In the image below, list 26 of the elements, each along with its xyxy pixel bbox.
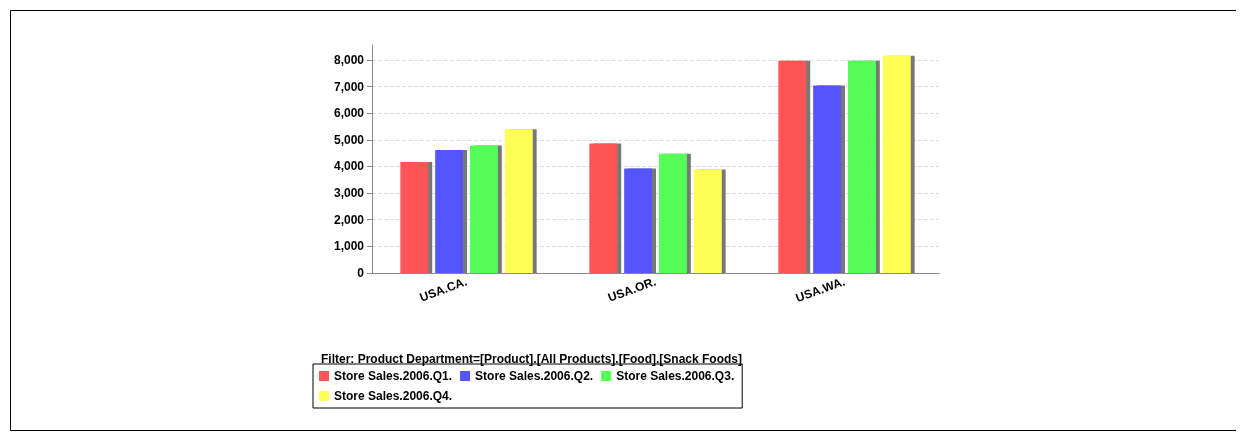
bar (778, 60, 807, 273)
bar (847, 60, 876, 273)
y-tick-label: 1,000 (333, 239, 365, 254)
y-tick-label: 5,000 (333, 132, 365, 147)
legend-label: Store Sales.2006.Q1. (334, 369, 453, 383)
legend-label: Store Sales.2006.Q4. (334, 389, 453, 403)
y-tick-label: 0 (357, 266, 365, 280)
y-tick-label: 8,000 (333, 52, 365, 67)
bar (882, 55, 911, 273)
y-tick-label: 2,000 (333, 212, 365, 227)
text: Filter: Product Department=[Product].[All Products].[Food].[Snack Foods] (321, 352, 743, 366)
bar (693, 169, 722, 273)
bar (504, 129, 533, 273)
legend-label: Store Sales.2006.Q3. (616, 369, 735, 383)
bar (624, 168, 653, 273)
bar (589, 143, 618, 273)
bar (400, 161, 429, 273)
legend-label: Store Sales.2006.Q2. (475, 369, 594, 383)
y-tick-label: 7,000 (333, 79, 365, 94)
bar (813, 85, 842, 273)
y-tick-label: 6,000 (333, 106, 365, 121)
bar (469, 145, 498, 273)
y-tick-label: 3,000 (333, 186, 365, 201)
bar (658, 153, 687, 273)
bar (435, 149, 464, 273)
y-tick-label: 4,000 (333, 159, 365, 174)
